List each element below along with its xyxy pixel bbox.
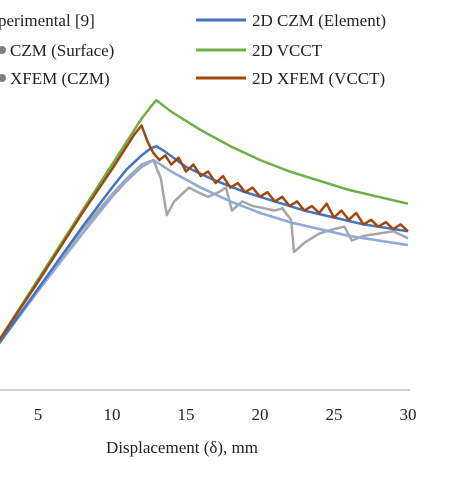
legend-label-2d-xfem-vcct: 2D XFEM (VCCT) (252, 69, 385, 88)
legend-label-czm-surface: CZM (Surface) (10, 41, 114, 60)
x-tick-label: 5 (34, 405, 43, 424)
legend-marker-czm-surface (0, 46, 6, 54)
x-tick-labels: 5 10 15 20 25 30 (34, 405, 417, 424)
legend-item-xfem-czm: XFEM (CZM) (0, 69, 110, 88)
x-tick-label: 10 (104, 405, 121, 424)
legend-item-experimental: perimental [9] (0, 11, 95, 30)
legend-item-czm-surface: CZM (Surface) (0, 41, 114, 60)
x-axis-title: Displacement (δ), mm (106, 438, 258, 457)
legend-item-2d-czm-element: 2D CZM (Element) (196, 11, 386, 30)
legend-label-2d-vcct: 2D VCCT (252, 41, 323, 60)
legend-marker-xfem-czm (0, 74, 6, 82)
series-line-2 (0, 158, 409, 345)
x-tick-label: 20 (252, 405, 269, 424)
series-line-5 (0, 124, 409, 342)
x-tick-label: 25 (326, 405, 343, 424)
series-line-0 (0, 158, 409, 345)
legend-item-2d-xfem-vcct: 2D XFEM (VCCT) (196, 69, 385, 88)
legend-label-2d-czm-element: 2D CZM (Element) (252, 11, 386, 30)
legend-label-xfem-czm: XFEM (CZM) (10, 69, 110, 88)
x-tick-label: 15 (178, 405, 195, 424)
series-layer (0, 98, 409, 345)
x-tick-label: 30 (400, 405, 417, 424)
legend: perimental [9] CZM (Surface) XFEM (CZM) … (0, 11, 386, 88)
legend-label-experimental: perimental [9] (0, 11, 95, 30)
legend-item-2d-vcct: 2D VCCT (196, 41, 323, 60)
series-line-3 (0, 144, 409, 345)
